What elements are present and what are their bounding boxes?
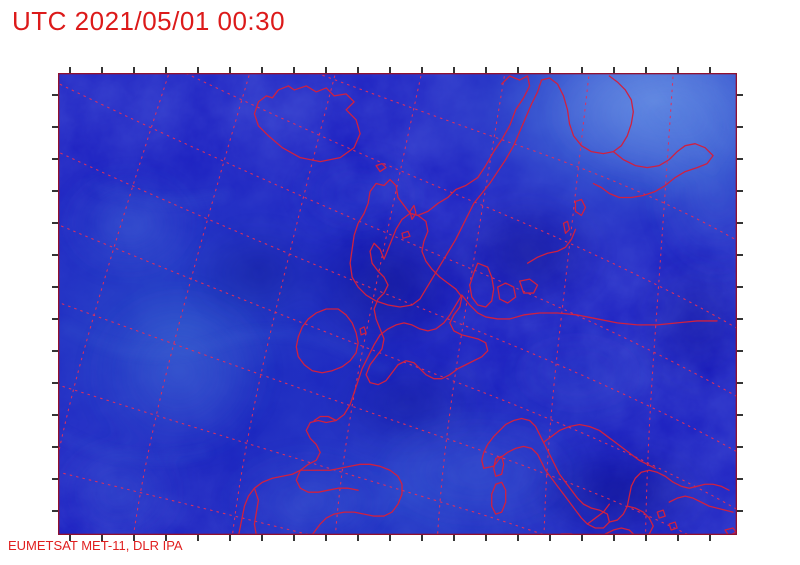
map-axis-ticks [52, 67, 743, 541]
page-title: UTC 2021/05/01 00:30 [12, 6, 286, 36]
credit-label: EUMETSAT MET-11, DLR IPA [8, 538, 183, 553]
